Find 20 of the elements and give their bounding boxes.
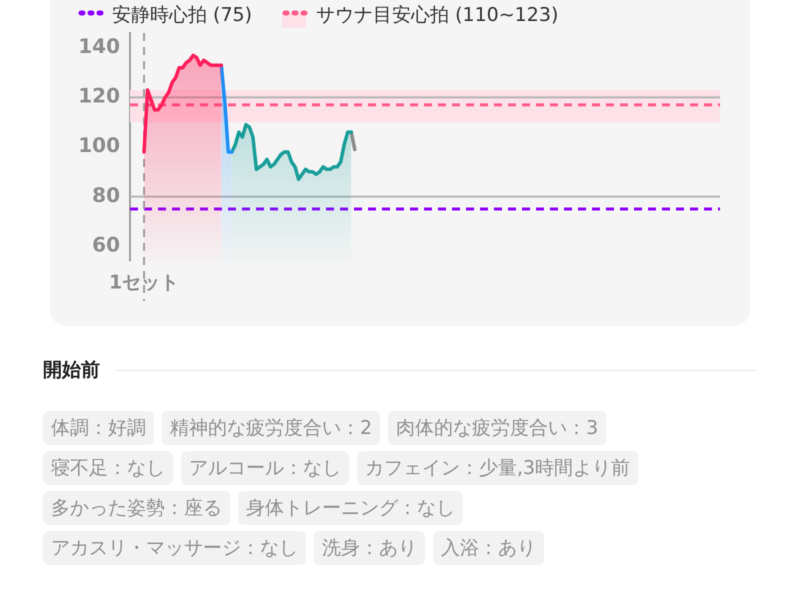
text: 入浴：あり [433,531,544,565]
y-tick-label: 140 [78,34,120,58]
text: 多かった姿勢：座る [43,491,230,525]
x-tick-label: 1セット [108,271,180,294]
y-tick-label: 60 [92,232,120,256]
text: カフェイン：少量,3時間より前 [357,451,638,485]
text: 肉体的な疲労度合い：3 [388,411,606,445]
y-tick-label: 120 [78,84,120,108]
text: アルコール：なし [181,451,349,485]
legend-label: サウナ目安心拍 (110~123) [316,4,558,26]
text: 身体トレーニング：なし [238,491,463,525]
y-tick-label: 100 [78,133,120,158]
text: アカスリ・マッサージ：なし [43,531,306,565]
text: 寝不足：なし [43,451,173,485]
y-tick-label: 80 [92,182,120,207]
text: 開始前 [43,358,100,383]
text: 精神的な疲労度合い：2 [162,411,380,445]
legend-label: 安静時心拍 (75) [112,4,252,26]
text: 体調：好調 [43,411,154,445]
text: 洗身：あり [314,531,425,565]
